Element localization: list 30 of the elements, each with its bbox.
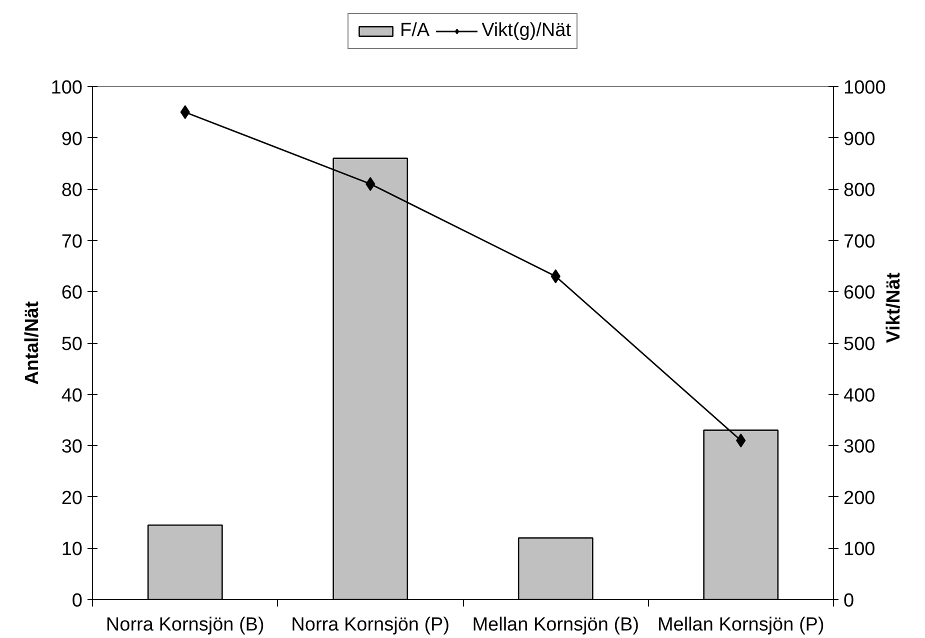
y-tick-label: 90	[61, 128, 83, 150]
y-tick-label: 70	[61, 231, 83, 252]
y2-tick-label: 800	[844, 180, 876, 202]
y-tick-label: 0	[72, 590, 83, 612]
y-tick-label: 80	[61, 180, 83, 202]
x-tick-label: Norra Kornsjön (B)	[106, 614, 264, 636]
y-tick-label: 50	[61, 334, 83, 355]
legend-label: F/A	[400, 20, 430, 42]
y2-tick-label: 700	[844, 231, 876, 252]
y2-tick-label: 0	[844, 590, 854, 612]
x-tick-label: Norra Kornsjön (P)	[291, 614, 450, 636]
y-axis-title: Antal/Nät	[22, 300, 43, 385]
y-tick-label: 20	[61, 488, 83, 509]
y2-tick-label: 500	[844, 334, 876, 355]
x-tick-label: Mellan Kornsjön (B)	[472, 614, 640, 636]
y2-axis-title: Vikt/Nät	[883, 272, 904, 343]
legend-label: Vikt(g)/Nät	[482, 20, 571, 42]
y2-tick-label: 100	[844, 539, 876, 560]
y2-tick-label: 1000	[844, 78, 886, 98]
x-tick-label: Mellan Kornsjön (P)	[657, 614, 824, 636]
y-tick-label: 30	[61, 436, 83, 458]
y2-tick-label: 400	[844, 385, 876, 406]
y2-tick-label: 300	[844, 436, 876, 458]
y2-tick-label: 600	[844, 282, 876, 304]
y2-tick-label: 200	[844, 488, 876, 509]
y-tick-label: 10	[61, 539, 83, 560]
y-tick-label: 60	[61, 282, 83, 304]
y-tick-label: 40	[61, 385, 83, 406]
y-tick-label: 100	[50, 78, 82, 98]
y2-tick-label: 900	[844, 128, 876, 150]
